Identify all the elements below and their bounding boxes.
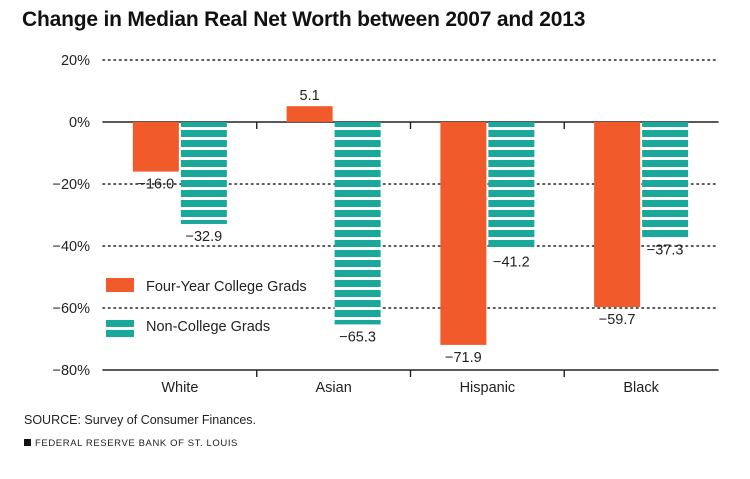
y-tick-label: −60%	[53, 301, 91, 317]
y-tick-label: 0%	[69, 115, 90, 131]
bar-black-four-year-college-grads	[594, 122, 641, 308]
bar-hispanic-non-college-grads	[488, 122, 535, 250]
x-tick-label-asian: Asian	[315, 380, 351, 396]
x-axis-ticks: White Asian Hispanic Black	[161, 380, 659, 396]
y-axis-ticks: 20% 0% −20% −40% −60% −80%	[53, 53, 91, 379]
y-tick-label: −20%	[53, 177, 91, 193]
footer-credit: FEDERAL RESERVE BANK OF ST. LOUIS	[24, 438, 238, 449]
source-note: SOURCE: Survey of Consumer Finances.	[24, 413, 257, 427]
data-label-hispanic-four-year-college-grads: −71.9	[445, 350, 482, 366]
bar-white-four-year-college-grads	[132, 122, 179, 172]
data-label-white-non-college-grads: −32.9	[186, 229, 223, 245]
x-tick-label-white: White	[161, 380, 198, 396]
legend-label-non-college-grads: Non-College Grads	[146, 319, 270, 335]
data-label-white-four-year-college-grads: −16.0	[138, 177, 175, 193]
legend-swatch-non-college-grads	[106, 318, 134, 338]
chart-title: Change in Median Real Net Worth between …	[22, 8, 586, 31]
legend-label-four-year-college-grads: Four-Year College Grads	[146, 279, 307, 295]
bar-white-non-college-grads	[180, 122, 227, 224]
bar-asian-non-college-grads	[334, 122, 381, 325]
legend: Four-Year College Grads Non-College Grads	[106, 278, 307, 338]
bars	[132, 106, 689, 345]
bar-asian-four-year-college-grads	[286, 106, 333, 122]
data-label-black-non-college-grads: −37.3	[647, 243, 684, 259]
x-tick-label-black: Black	[623, 380, 659, 396]
y-tick-label: −80%	[53, 363, 91, 379]
y-tick-label: −40%	[53, 239, 91, 255]
legend-swatch-four-year-college-grads	[106, 278, 134, 292]
data-labels: −16.0 −32.9 5.1 −65.3 −71.9 −41.2 −59.7 −37.3	[138, 88, 684, 366]
data-label-black-four-year-college-grads: −59.7	[599, 312, 636, 328]
data-label-hispanic-non-college-grads: −41.2	[493, 255, 530, 271]
y-tick-label: 20%	[61, 53, 90, 69]
bar-hispanic-four-year-college-grads	[440, 122, 487, 345]
footer-text: FEDERAL RESERVE BANK OF ST. LOUIS	[35, 438, 238, 449]
square-icon	[24, 439, 31, 446]
data-label-asian-non-college-grads: −65.3	[339, 329, 376, 345]
bar-chart: 20% 0% −20% −40% −60% −80% −16.0 −32.9 5.1 −65.3…	[53, 53, 719, 396]
data-label-asian-four-year-college-grads: 5.1	[300, 88, 320, 104]
x-tick-label-hispanic: Hispanic	[460, 380, 516, 396]
bar-black-non-college-grads	[642, 122, 689, 238]
